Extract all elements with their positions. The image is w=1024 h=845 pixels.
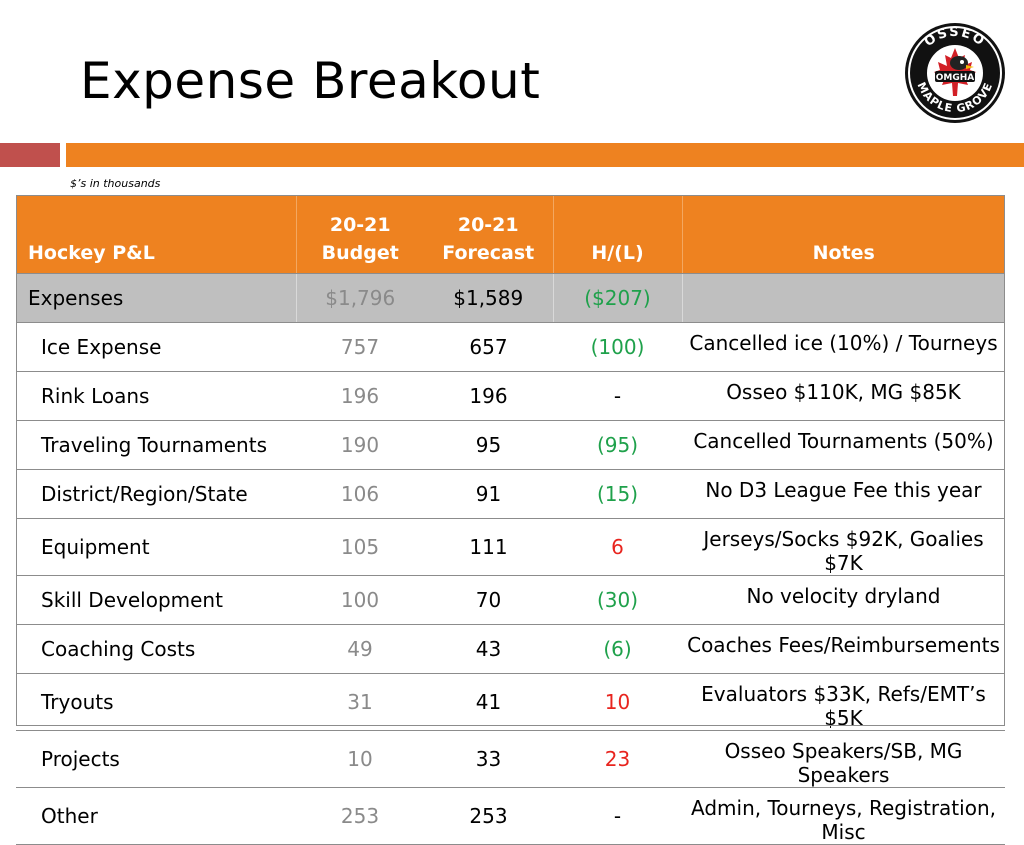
hockey-pl-table: Hockey P&L 20-21 Budget 20-21 Forecast H… — [16, 195, 1005, 845]
row-label: Skill Development — [16, 575, 296, 625]
row-label: Ice Expense — [16, 322, 296, 372]
row-note: Cancelled Tournaments (50%) — [682, 420, 1005, 470]
row-forecast: 41 — [424, 673, 553, 731]
row-forecast: 253 — [424, 787, 553, 845]
table-row: Ice Expense 757 657 (100) Cancelled ice (10%… — [16, 322, 1005, 372]
row-forecast: 33 — [424, 730, 553, 788]
total-budget: $1,796 — [296, 273, 424, 323]
row-label: Other — [16, 787, 296, 845]
row-forecast: 196 — [424, 371, 553, 421]
row-label: Projects — [16, 730, 296, 788]
row-forecast: 91 — [424, 469, 553, 519]
row-forecast: 111 — [424, 518, 553, 576]
row-hl: - — [553, 787, 682, 845]
row-budget: 190 — [296, 420, 424, 470]
row-hl: 23 — [553, 730, 682, 788]
header-budget: 20-21 Budget — [296, 195, 424, 274]
row-label: Tryouts — [16, 673, 296, 731]
row-note: Osseo $110K, MG $85K — [682, 371, 1005, 421]
row-note: No D3 League Fee this year — [682, 469, 1005, 519]
table-row: Equipment 105 111 6 Jerseys/Socks $92K, Goal… — [16, 518, 1005, 576]
header-forecast: 20-21 Forecast — [424, 195, 554, 274]
total-forecast: $1,589 — [424, 273, 554, 323]
row-budget: 10 — [296, 730, 424, 788]
row-forecast: 70 — [424, 575, 553, 625]
units-note: $’s in thousands — [70, 177, 161, 190]
header-budget-label: Budget — [321, 242, 399, 264]
row-hl: (95) — [553, 420, 682, 470]
row-budget: 196 — [296, 371, 424, 421]
row-hl: 10 — [553, 673, 682, 731]
omgha-logo: OSSEO MAPLE GROVE OMGHA — [905, 23, 1005, 123]
row-hl: - — [553, 371, 682, 421]
row-hl: (6) — [553, 624, 682, 674]
row-note: Osseo Speakers/SB, MG Speakers — [682, 730, 1005, 788]
row-forecast: 657 — [424, 322, 553, 372]
header-hl: H/(L) — [553, 195, 683, 274]
row-budget: 106 — [296, 469, 424, 519]
table-row: Skill Development 100 70 (30) No velocity dr… — [16, 575, 1005, 625]
row-budget: 253 — [296, 787, 424, 845]
table-row: Traveling Tournaments 190 95 (95) Cancelled … — [16, 420, 1005, 470]
total-note — [682, 273, 1005, 323]
table-row: District/Region/State 106 91 (15) No D3 Leag… — [16, 469, 1005, 519]
row-label: Equipment — [16, 518, 296, 576]
row-note: No velocity dryland — [682, 575, 1005, 625]
table-header-row: Hockey P&L 20-21 Budget 20-21 Forecast H… — [16, 195, 1005, 274]
accent-bar-red — [0, 143, 60, 167]
header-forecast-label: Forecast — [442, 242, 535, 264]
row-forecast: 43 — [424, 624, 553, 674]
header-budget-year: 20-21 — [329, 214, 391, 236]
table-row: Coaching Costs 49 43 (6) Coaches Fees/Reimbu… — [16, 624, 1005, 674]
row-budget: 49 — [296, 624, 424, 674]
header-hockey-pl: Hockey P&L — [16, 195, 297, 274]
header-notes: Notes — [682, 195, 1005, 274]
row-hl: 6 — [553, 518, 682, 576]
row-hl: (30) — [553, 575, 682, 625]
table-row: Projects 10 33 23 Osseo Speakers/SB, MG Spea… — [16, 730, 1005, 788]
table-row: Rink Loans 196 196- Osseo $110K, MG $85K — [16, 371, 1005, 421]
table-row: Tryouts 31 41 10 Evaluators $33K, Refs/EMT’s… — [16, 673, 1005, 731]
row-forecast: 95 — [424, 420, 553, 470]
row-note: Cancelled ice (10%) / Tourneys — [682, 322, 1005, 372]
logo-center-text: OMGHA — [936, 73, 975, 83]
row-budget: 105 — [296, 518, 424, 576]
accent-bar-orange — [66, 143, 1024, 167]
row-label: District/Region/State — [16, 469, 296, 519]
expenses-total-row: Expenses $1,796 $1,589 ($207) — [16, 273, 1005, 323]
row-label: Coaching Costs — [16, 624, 296, 674]
total-hl: ($207) — [553, 273, 683, 323]
row-budget: 100 — [296, 575, 424, 625]
total-label: Expenses — [16, 273, 297, 323]
row-note: Jerseys/Socks $92K, Goalies $7K — [682, 518, 1005, 576]
row-hl: (15) — [553, 469, 682, 519]
row-hl: (100) — [553, 322, 682, 372]
row-label: Rink Loans — [16, 371, 296, 421]
row-label: Traveling Tournaments — [16, 420, 296, 470]
slide-title: Expense Breakout — [80, 52, 541, 110]
row-budget: 757 — [296, 322, 424, 372]
table-row: Other 253 253- Admin, Tourneys, Registratio… — [16, 787, 1005, 845]
row-note: Evaluators $33K, Refs/EMT’s $5K — [682, 673, 1005, 731]
row-note: Admin, Tourneys, Registration, Misc — [682, 787, 1005, 845]
row-budget: 31 — [296, 673, 424, 731]
header-forecast-year: 20-21 — [457, 214, 519, 236]
row-note: Coaches Fees/Reimbursements — [682, 624, 1005, 674]
